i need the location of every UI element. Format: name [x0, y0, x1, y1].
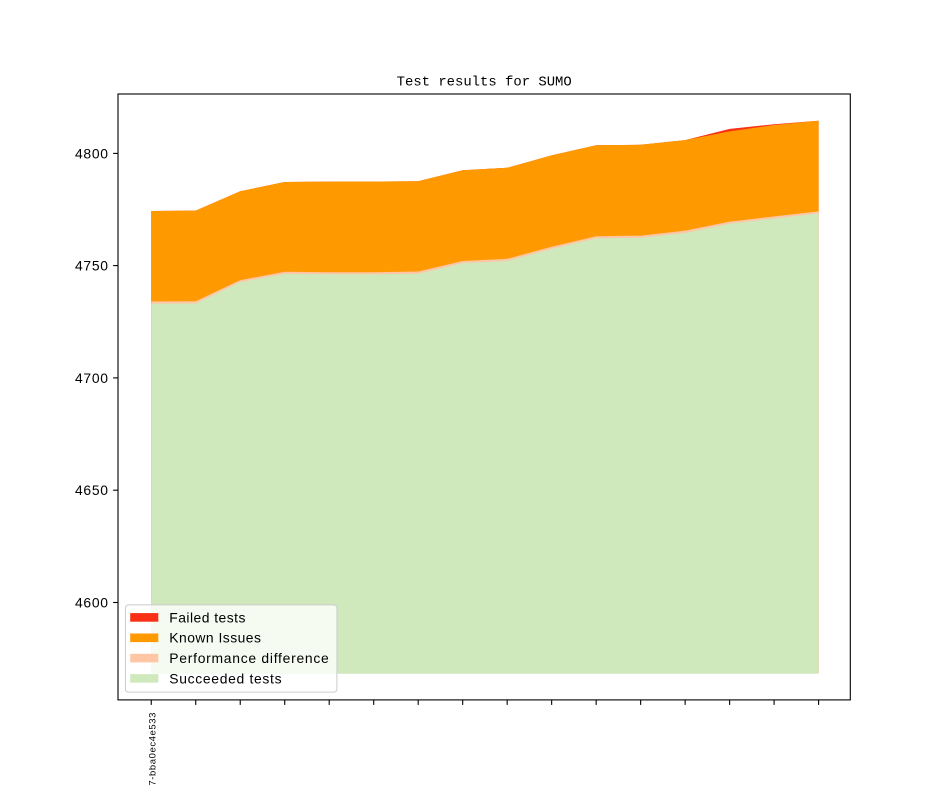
svg-text:Test results for SUMO: Test results for SUMO	[397, 75, 572, 91]
svg-text:Known Issues: Known Issues	[169, 630, 261, 646]
svg-text:4750: 4750	[75, 258, 109, 274]
svg-text:4800: 4800	[75, 145, 109, 161]
svg-text:Performance difference: Performance difference	[169, 650, 329, 666]
svg-text:7-bba0ec4e533: 7-bba0ec4e533	[147, 712, 158, 786]
svg-text:Succeeded tests: Succeeded tests	[169, 670, 282, 686]
svg-text:4600: 4600	[75, 594, 109, 610]
svg-text:Failed tests: Failed tests	[169, 609, 246, 625]
svg-text:4700: 4700	[75, 370, 109, 386]
svg-text:4650: 4650	[75, 482, 109, 498]
